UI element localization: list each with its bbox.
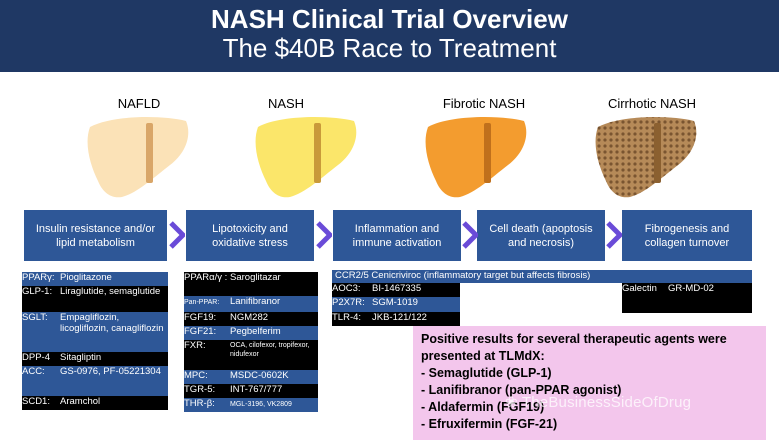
result-item: - Semaglutide (GLP-1) xyxy=(421,366,552,380)
target-label: FXR: xyxy=(184,340,206,351)
cenicriviroc-banner: CCR2/5 Cenicriviroc (inflammatory target… xyxy=(332,270,752,283)
drug-label: BI-1467335 xyxy=(372,283,422,294)
drug-label: OCA, cilofexor, tropifexor, nidufexor xyxy=(230,342,310,358)
target-label: SGLT: xyxy=(22,312,48,323)
table-row: ACC: GS-0976, PF-05221304 xyxy=(22,366,168,396)
target-label: P2X7R: xyxy=(332,297,365,308)
table-row: SCD1: Aramchol xyxy=(22,396,168,410)
table-row: Galectin GR-MD-02 xyxy=(622,283,752,313)
table-row: TGR-5: INT-767/777 xyxy=(184,384,318,398)
drug-table-lipotoxicity: PPARα/γ : Saroglitazar Pan-PPAR: Lanifibra… xyxy=(184,272,318,412)
drug-label: Empagliflozin, licogliflozin, canagliflo… xyxy=(60,312,164,334)
target-label: MPC: xyxy=(184,370,208,381)
table-row: AOC3: BI-1467335 xyxy=(332,283,460,297)
drug-label: INT-767/777 xyxy=(230,384,283,395)
target-label: Pan-PPAR: xyxy=(184,299,220,306)
table-row: FGF21: Pegbelferim xyxy=(184,326,318,340)
chevron-right-icon xyxy=(316,221,332,249)
liver-fibrotic-nash-icon xyxy=(425,117,527,198)
target-label: SCD1: xyxy=(22,396,50,407)
process-insulin-resistance: Insulin resistance and/or lipid metaboli… xyxy=(24,210,167,261)
page-title: NASH Clinical Trial Overview xyxy=(211,4,568,34)
page-subtitle: The $40B Race to Treatment xyxy=(222,33,557,63)
drug-table-fibrogenesis: Galectin GR-MD-02 xyxy=(622,283,752,313)
drug-label: Pioglitazone xyxy=(60,272,112,283)
table-row: GLP-1: Liraglutide, semaglutide xyxy=(22,286,168,312)
chevron-right-icon xyxy=(169,221,185,249)
table-row: PPARγ: Pioglitazone xyxy=(22,272,168,286)
liver-nafld-icon xyxy=(87,117,189,198)
watermark-text: TheBusinessSideOfDrug xyxy=(521,394,692,411)
results-heading: Positive results for several therapeutic… xyxy=(421,332,727,363)
table-row: FGF19: NGM282 xyxy=(184,312,318,326)
drug-label: Sitagliptin xyxy=(60,352,102,363)
table-row: FXR: OCA, cilofexor, tropifexor, nidufexo… xyxy=(184,340,318,370)
results-callout: Positive results for several therapeutic… xyxy=(413,326,766,440)
target-label: FGF19: xyxy=(184,312,217,323)
result-item: - Aldafermin (FGF19) xyxy=(421,400,545,414)
title-banner: NASH Clinical Trial Overview The $40B Ra… xyxy=(0,0,779,72)
drug-label: Lanifibranor xyxy=(230,296,281,307)
target-label: GLP-1: xyxy=(22,286,53,297)
drug-label: NGM282 xyxy=(230,312,269,323)
process-fibrogenesis: Fibrogenesis and collagen turnover xyxy=(622,210,752,261)
drug-label: GS-0976, PF-05221304 xyxy=(60,366,161,377)
drug-table-metabolism: PPARγ: Pioglitazone GLP-1: Liraglutide, se… xyxy=(22,272,168,410)
stage-label-cirrhotic-nash: Cirrhotic NASH xyxy=(607,96,697,111)
stage-label-nash: NASH xyxy=(267,96,305,111)
drug-table-inflammation: AOC3: BI-1467335 P2X7R: SGM-1019 TLR-4: JKB… xyxy=(332,283,460,326)
watermark: ❀ TheBusinessSideOfDrug xyxy=(505,393,691,411)
target-label: PPARγ: xyxy=(22,272,55,283)
drug-label: SGM-1019 xyxy=(372,297,418,308)
process-lipotoxicity: Lipotoxicity and oxidative stress xyxy=(186,210,314,261)
stage-label-fibrotic-nash: Fibrotic NASH xyxy=(442,96,526,111)
result-item: - Efruxifermin (FGF-21) xyxy=(421,417,558,431)
chevron-right-icon xyxy=(606,221,622,249)
stage-label-nafld: NAFLD xyxy=(117,96,161,111)
drug-label: Liraglutide, semaglutide xyxy=(60,286,161,297)
target-label: FGF21: xyxy=(184,326,217,337)
target-label: DPP-4 xyxy=(22,352,50,363)
table-row: MPC: MSDC-0602K xyxy=(184,370,318,384)
liver-nash-icon xyxy=(255,117,357,198)
process-inflammation: Inflammation and immune activation xyxy=(333,210,461,261)
table-row: THR-β: MGL-3196, VK2809 xyxy=(184,398,318,412)
wechat-icon: ❀ xyxy=(505,394,522,411)
table-row: TLR-4: JKB-121/122 xyxy=(332,312,460,326)
result-item: - Lanifibranor (pan-PPAR agonist) xyxy=(421,383,622,397)
target-label: PPARα/γ : xyxy=(184,272,228,283)
drug-label: Aramchol xyxy=(60,396,101,407)
target-label: ACC: xyxy=(22,366,45,377)
target-label: THR-β: xyxy=(184,398,215,409)
banner-text: CCR2/5 Cenicriviroc (inflammatory target… xyxy=(335,270,591,281)
drug-label: MGL-3196, VK2809 xyxy=(230,401,292,408)
table-row: SGLT: Empagliflozin, licogliflozin, canag… xyxy=(22,312,168,352)
target-label: TGR-5: xyxy=(184,384,216,395)
drug-label: MSDC-0602K xyxy=(230,370,289,381)
table-row: PPARα/γ : Saroglitazar xyxy=(184,272,318,296)
drug-label: JKB-121/122 xyxy=(372,312,427,323)
target-label: AOC3: xyxy=(332,283,361,294)
target-label: TLR-4: xyxy=(332,312,362,323)
drug-label: Pegbelferim xyxy=(230,326,281,337)
drug-label: GR-MD-02 xyxy=(668,283,714,294)
table-row: DPP-4 Sitagliptin xyxy=(22,352,168,366)
liver-cirrhotic-nash-icon xyxy=(595,117,697,198)
target-label: Galectin xyxy=(622,283,657,294)
drug-label: Saroglitazar xyxy=(230,272,281,283)
chevron-right-icon xyxy=(462,221,478,249)
table-row: Pan-PPAR: Lanifibranor xyxy=(184,296,318,312)
process-cell-death: Cell death (apoptosis and necrosis) xyxy=(477,210,605,261)
table-row: P2X7R: SGM-1019 xyxy=(332,297,460,312)
